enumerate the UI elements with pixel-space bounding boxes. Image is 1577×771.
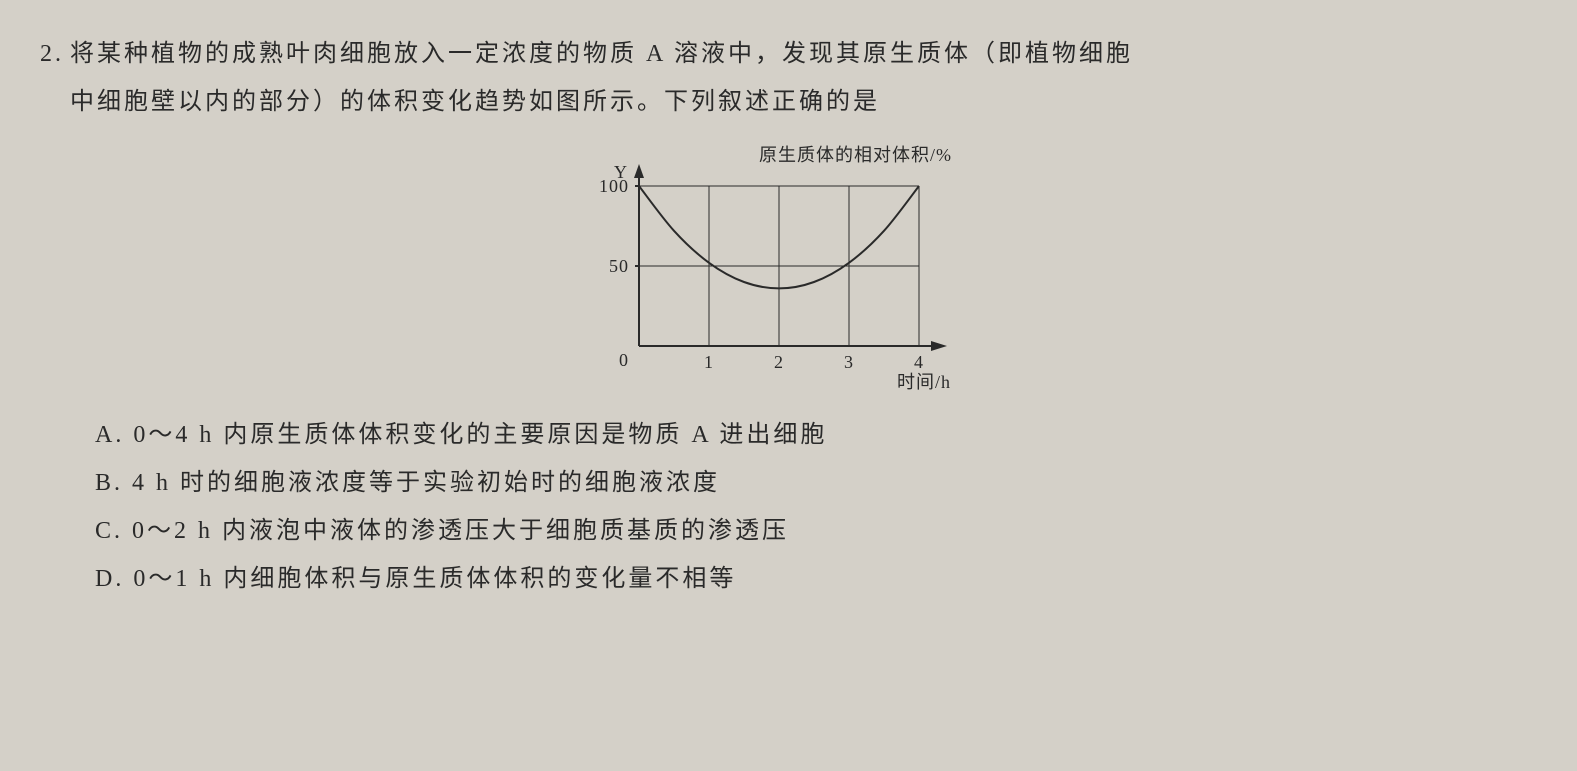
chart-container: 原生质体的相对体积/%Y5010001234时间/h — [40, 136, 1537, 396]
svg-text:2: 2 — [774, 352, 784, 372]
svg-text:4: 4 — [914, 352, 924, 372]
stem-line-1: 将某种植物的成熟叶肉细胞放入一定浓度的物质 A 溶液中，发现其原生质体（即植物细… — [70, 41, 1133, 67]
svg-text:50: 50 — [609, 256, 629, 276]
stem-line-2: 中细胞壁以内的部分）的体积变化趋势如图所示。下列叙述正确的是 — [70, 89, 880, 115]
option-c: C. 0～2 h 内液泡中液体的渗透压大于细胞质基质的渗透压 — [95, 507, 1537, 555]
stem-text: 将某种植物的成熟叶肉细胞放入一定浓度的物质 A 溶液中，发现其原生质体（即植物细… — [70, 30, 1537, 126]
question-number: 2. — [40, 30, 64, 78]
svg-text:原生质体的相对体积/%: 原生质体的相对体积/% — [759, 145, 952, 165]
svg-text:100: 100 — [599, 176, 629, 196]
svg-text:1: 1 — [704, 352, 714, 372]
question-stem: 2. 将某种植物的成熟叶肉细胞放入一定浓度的物质 A 溶液中，发现其原生质体（即… — [40, 30, 1537, 126]
option-d: D. 0～1 h 内细胞体积与原生质体体积的变化量不相等 — [95, 555, 1537, 603]
svg-text:0: 0 — [619, 350, 629, 370]
options-list: A. 0～4 h 内原生质体体积变化的主要原因是物质 A 进出细胞 B. 4 h… — [40, 411, 1537, 603]
svg-text:时间/h: 时间/h — [896, 372, 950, 392]
svg-text:3: 3 — [844, 352, 854, 372]
option-b: B. 4 h 时的细胞液浓度等于实验初始时的细胞液浓度 — [95, 459, 1537, 507]
option-a: A. 0～4 h 内原生质体体积变化的主要原因是物质 A 进出细胞 — [95, 411, 1537, 459]
volume-time-chart: 原生质体的相对体积/%Y5010001234时间/h — [559, 136, 1019, 396]
